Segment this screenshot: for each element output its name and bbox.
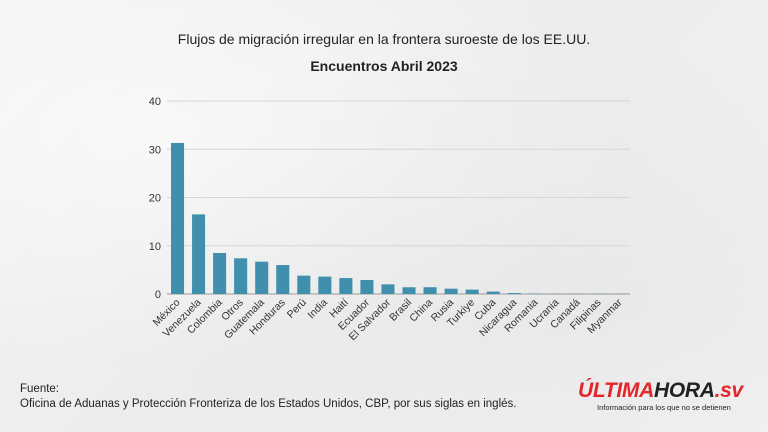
bar bbox=[507, 293, 521, 294]
bar bbox=[423, 287, 437, 294]
x-tick-label: Perú bbox=[285, 297, 309, 321]
source-note: Fuente: Oficina de Aduanas y Protección … bbox=[20, 382, 516, 412]
y-tick-label: 0 bbox=[155, 289, 161, 301]
source-label: Fuente: bbox=[20, 383, 59, 395]
chart-subtitle: Encuentros Abril 2023 bbox=[310, 58, 458, 74]
bar bbox=[213, 252, 227, 294]
bar bbox=[170, 142, 185, 294]
chart-title: Flujos de migración irregular en la fron… bbox=[177, 31, 591, 47]
bar bbox=[465, 289, 479, 294]
bar bbox=[360, 280, 374, 294]
bar bbox=[192, 214, 206, 294]
bar bbox=[276, 265, 290, 294]
brand-name: ÚLTIMAHORA.sv bbox=[578, 380, 758, 402]
bar bbox=[381, 284, 395, 294]
bar bbox=[402, 287, 416, 294]
brand-tagline: Información para los que no se detienen bbox=[597, 403, 731, 412]
y-tick-label: 20 bbox=[149, 193, 161, 205]
y-tick-label: 10 bbox=[149, 241, 161, 253]
bar bbox=[297, 275, 311, 294]
bar bbox=[444, 288, 458, 294]
brand-name-part2: HORA bbox=[653, 379, 715, 402]
bar bbox=[255, 261, 269, 294]
x-tick-label: China bbox=[407, 297, 435, 325]
brand-name-part1: ÚLTIMA bbox=[578, 379, 654, 402]
y-tick-label: 30 bbox=[149, 144, 161, 156]
source-text: Oficina de Aduanas y Protección Fronteri… bbox=[20, 398, 517, 410]
bar bbox=[339, 278, 353, 294]
bar bbox=[318, 276, 332, 294]
x-tick-label: India bbox=[305, 297, 330, 322]
brand-name-part3: .sv bbox=[714, 379, 744, 402]
bar bbox=[486, 291, 500, 294]
y-tick-label: 40 bbox=[149, 96, 161, 108]
bar bbox=[234, 258, 248, 294]
brand-logo: ÚLTIMAHORA.sv Información para los que n… bbox=[578, 380, 758, 413]
